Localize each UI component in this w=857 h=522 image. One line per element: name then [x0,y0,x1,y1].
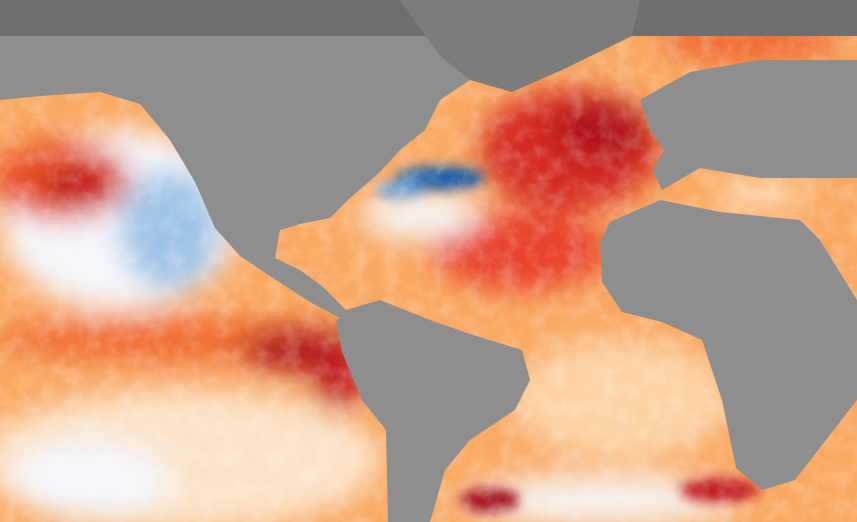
north-america [0,36,470,318]
south-america [336,300,530,522]
greenland [400,0,640,92]
africa [600,200,857,490]
europe [640,60,857,190]
